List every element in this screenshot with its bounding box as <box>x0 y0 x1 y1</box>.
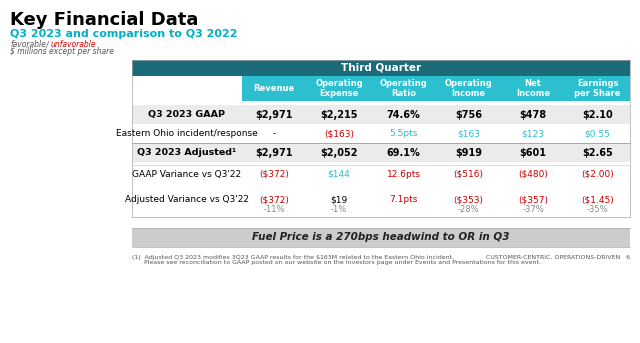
Text: Key Financial Data: Key Financial Data <box>10 11 198 29</box>
Text: $144: $144 <box>328 170 350 179</box>
Text: ($516): ($516) <box>453 170 483 179</box>
Text: $0.55: $0.55 <box>585 129 611 138</box>
Text: Operating
Expense: Operating Expense <box>315 79 363 98</box>
Text: (1)  Adjusted Q3 2023 modifies 3Q23 GAAP results for the $163M related to the Ea: (1) Adjusted Q3 2023 modifies 3Q23 GAAP … <box>132 255 454 260</box>
Bar <box>132 60 630 76</box>
Text: $2,052: $2,052 <box>320 147 358 157</box>
Text: Adjusted Variance vs Q3'22: Adjusted Variance vs Q3'22 <box>125 196 249 204</box>
Text: $2,971: $2,971 <box>255 109 293 119</box>
Text: $478: $478 <box>520 109 547 119</box>
Text: ($372): ($372) <box>259 196 289 204</box>
Text: -35%: -35% <box>587 205 609 214</box>
Text: unfavorable: unfavorable <box>51 40 97 49</box>
Bar <box>132 228 630 247</box>
Text: ($1.45): ($1.45) <box>581 196 614 204</box>
Text: $919: $919 <box>455 147 482 157</box>
Text: -1%: -1% <box>331 205 347 214</box>
Text: Eastern Ohio incident/response: Eastern Ohio incident/response <box>116 129 258 138</box>
Text: ($353): ($353) <box>453 196 483 204</box>
Bar <box>132 143 630 162</box>
Text: -37%: -37% <box>522 205 544 214</box>
Text: Please see reconciliation to GAAP posted on our website on the Investors page un: Please see reconciliation to GAAP posted… <box>132 260 541 265</box>
Text: 12.6pts: 12.6pts <box>387 170 420 179</box>
Text: favorable: favorable <box>10 40 46 49</box>
Text: GAAP Variance vs Q3'22: GAAP Variance vs Q3'22 <box>132 170 241 179</box>
Text: Earnings
per Share: Earnings per Share <box>575 79 621 98</box>
Bar <box>242 76 630 101</box>
Bar <box>132 124 630 143</box>
Text: ($357): ($357) <box>518 196 548 204</box>
Text: -11%: -11% <box>264 205 285 214</box>
Text: Q3 2023 Adjusted¹: Q3 2023 Adjusted¹ <box>138 148 237 157</box>
Text: 69.1%: 69.1% <box>387 147 420 157</box>
Text: $601: $601 <box>520 147 547 157</box>
Text: Fuel Price is a 270bps headwind to OR in Q3: Fuel Price is a 270bps headwind to OR in… <box>252 233 509 243</box>
Text: Q3 2023 and comparison to Q3 2022: Q3 2023 and comparison to Q3 2022 <box>10 29 237 39</box>
Text: -28%: -28% <box>458 205 479 214</box>
Text: Operating
Income: Operating Income <box>444 79 492 98</box>
Text: $123: $123 <box>522 129 545 138</box>
Bar <box>132 105 630 124</box>
Text: NORFOLK
SOUTHERN: NORFOLK SOUTHERN <box>10 324 31 333</box>
Text: $2.10: $2.10 <box>582 109 613 119</box>
Text: CUSTOMER-CENTRIC. OPERATIONS-DRIVEN   6: CUSTOMER-CENTRIC. OPERATIONS-DRIVEN 6 <box>486 255 630 260</box>
Text: $756: $756 <box>455 109 482 119</box>
Text: $2,971: $2,971 <box>255 147 293 157</box>
Text: $19: $19 <box>330 196 348 204</box>
Text: Operating
Ratio: Operating Ratio <box>380 79 428 98</box>
Text: 74.6%: 74.6% <box>387 109 420 119</box>
Text: $2,215: $2,215 <box>320 109 358 119</box>
Text: $ millions except per share: $ millions except per share <box>10 47 114 56</box>
Text: 7.1pts: 7.1pts <box>390 196 418 204</box>
Text: Q3 2023 GAAP: Q3 2023 GAAP <box>148 110 225 119</box>
Text: ($2.00): ($2.00) <box>581 170 614 179</box>
Bar <box>132 165 630 184</box>
Text: -: - <box>273 129 276 138</box>
Text: /NS: /NS <box>11 308 29 319</box>
Text: Third Quarter: Third Quarter <box>341 63 421 73</box>
Text: ($480): ($480) <box>518 170 548 179</box>
Text: $163: $163 <box>457 129 480 138</box>
Text: Net
Income: Net Income <box>516 79 550 98</box>
Text: ($372): ($372) <box>259 170 289 179</box>
Text: /: / <box>46 40 51 49</box>
Text: ($163): ($163) <box>324 129 354 138</box>
Bar <box>132 189 630 217</box>
Text: $2.65: $2.65 <box>582 147 613 157</box>
Text: Revenue: Revenue <box>253 84 295 93</box>
Text: 5.5pts: 5.5pts <box>390 129 418 138</box>
